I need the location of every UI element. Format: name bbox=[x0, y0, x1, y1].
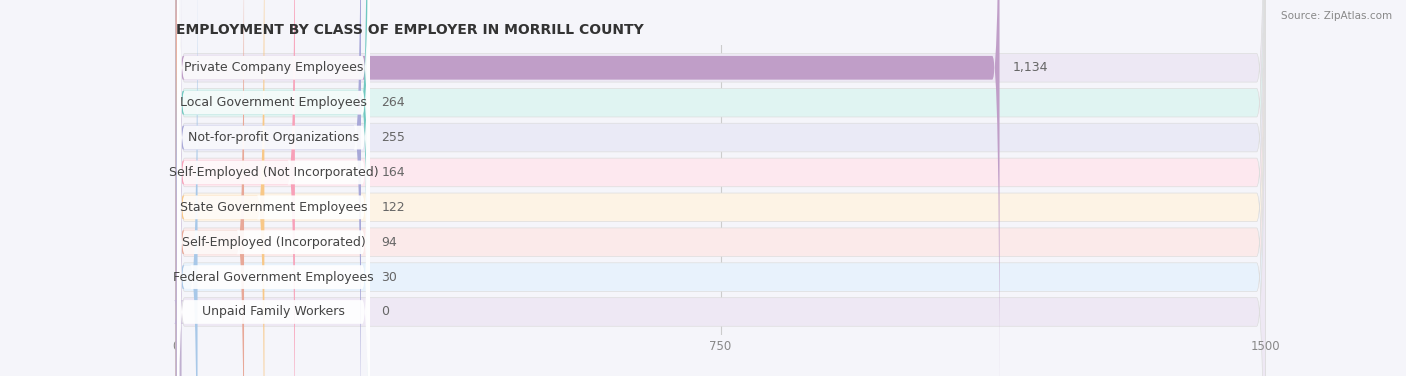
FancyBboxPatch shape bbox=[176, 0, 367, 376]
FancyBboxPatch shape bbox=[177, 0, 370, 376]
FancyBboxPatch shape bbox=[176, 0, 361, 376]
FancyBboxPatch shape bbox=[176, 0, 1265, 376]
FancyBboxPatch shape bbox=[177, 0, 370, 376]
Text: State Government Employees: State Government Employees bbox=[180, 201, 367, 214]
Text: 164: 164 bbox=[381, 166, 405, 179]
FancyBboxPatch shape bbox=[176, 0, 1265, 376]
Text: 30: 30 bbox=[381, 271, 398, 284]
FancyBboxPatch shape bbox=[176, 0, 1265, 376]
Text: Unpaid Family Workers: Unpaid Family Workers bbox=[202, 305, 344, 318]
FancyBboxPatch shape bbox=[176, 0, 1265, 376]
Text: EMPLOYMENT BY CLASS OF EMPLOYER IN MORRILL COUNTY: EMPLOYMENT BY CLASS OF EMPLOYER IN MORRI… bbox=[176, 23, 644, 37]
Text: 1,134: 1,134 bbox=[1012, 61, 1047, 74]
Text: Not-for-profit Organizations: Not-for-profit Organizations bbox=[188, 131, 359, 144]
Text: Local Government Employees: Local Government Employees bbox=[180, 96, 367, 109]
Text: Self-Employed (Not Incorporated): Self-Employed (Not Incorporated) bbox=[169, 166, 378, 179]
Text: Source: ZipAtlas.com: Source: ZipAtlas.com bbox=[1281, 11, 1392, 21]
Text: 94: 94 bbox=[381, 236, 396, 249]
FancyBboxPatch shape bbox=[177, 0, 370, 376]
FancyBboxPatch shape bbox=[176, 0, 1265, 376]
FancyBboxPatch shape bbox=[177, 0, 370, 376]
FancyBboxPatch shape bbox=[176, 0, 264, 376]
FancyBboxPatch shape bbox=[177, 0, 370, 376]
Text: Self-Employed (Incorporated): Self-Employed (Incorporated) bbox=[181, 236, 366, 249]
FancyBboxPatch shape bbox=[176, 0, 1265, 376]
Text: Federal Government Employees: Federal Government Employees bbox=[173, 271, 374, 284]
Text: 255: 255 bbox=[381, 131, 405, 144]
FancyBboxPatch shape bbox=[176, 0, 295, 376]
FancyBboxPatch shape bbox=[177, 0, 370, 376]
FancyBboxPatch shape bbox=[176, 0, 245, 376]
FancyBboxPatch shape bbox=[174, 0, 183, 376]
FancyBboxPatch shape bbox=[176, 0, 1265, 376]
Text: 264: 264 bbox=[381, 96, 405, 109]
FancyBboxPatch shape bbox=[176, 0, 1000, 376]
FancyBboxPatch shape bbox=[176, 0, 197, 376]
Text: Private Company Employees: Private Company Employees bbox=[184, 61, 363, 74]
FancyBboxPatch shape bbox=[176, 0, 1265, 376]
FancyBboxPatch shape bbox=[177, 0, 370, 376]
Text: 0: 0 bbox=[381, 305, 389, 318]
FancyBboxPatch shape bbox=[177, 0, 370, 376]
Text: 122: 122 bbox=[381, 201, 405, 214]
